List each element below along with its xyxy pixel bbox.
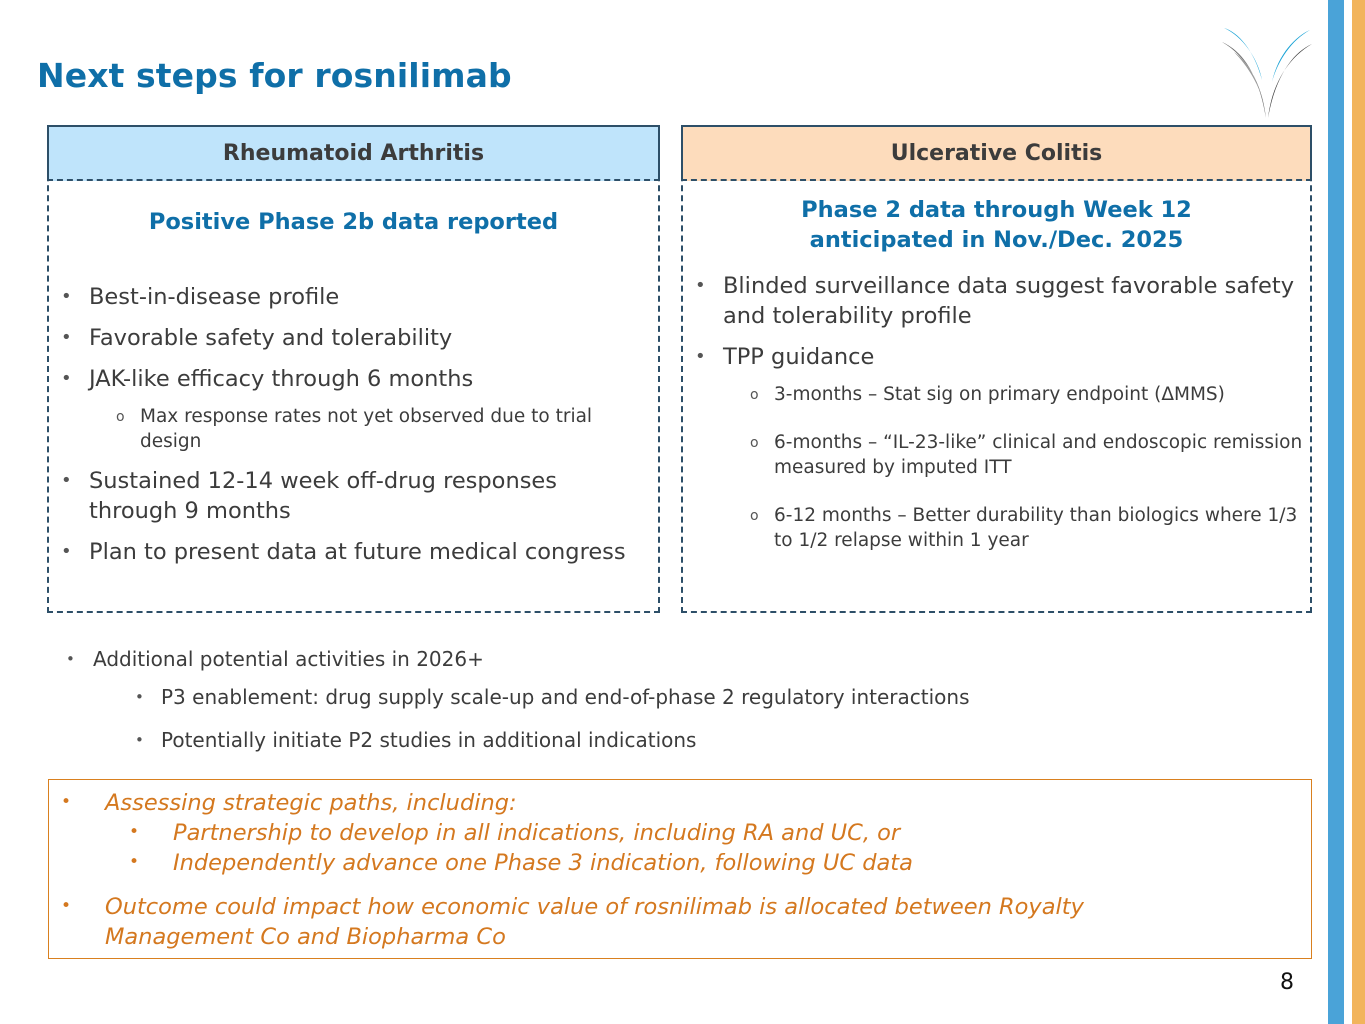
- list-item: • Potentially initiate P2 studies in add…: [135, 728, 697, 752]
- list-item: • Sustained 12-14 week off-drug response…: [61, 468, 557, 524]
- bullet-icon: •: [695, 275, 706, 296]
- ulcerative-colitis-panel: Ulcerative Colitis Phase 2 data through …: [681, 125, 1312, 613]
- page-title: Next steps for rosnilimab: [37, 56, 512, 95]
- bullet-icon: •: [129, 852, 140, 872]
- list-item: • Plan to present data at future medical…: [61, 539, 626, 565]
- list-item: • P3 enablement: drug supply scale-up an…: [135, 685, 970, 709]
- ra-sub-list: o Max response rates not yet observed du…: [89, 404, 646, 454]
- ra-bullet-list: • Best-in-disease profile • Favorable sa…: [61, 282, 646, 578]
- strategic-paths-box: • Assessing strategic paths, including: …: [48, 779, 1312, 959]
- accent-stripe-gap: [1344, 0, 1352, 1024]
- bullet-icon: •: [135, 688, 144, 706]
- ra-panel-header: Rheumatoid Arthritis: [47, 125, 660, 181]
- ra-panel-subtitle: Positive Phase 2b data reported: [148, 209, 559, 235]
- strategy-sub-line: Partnership to develop in all indication…: [173, 820, 901, 846]
- circle-bullet-icon: o: [750, 435, 759, 451]
- bullet-icon: •: [61, 327, 72, 348]
- list-item: • Best-in-disease profile: [61, 284, 340, 310]
- uc-panel-subtitle: Phase 2 data through Week 12 anticipated…: [801, 197, 1192, 253]
- sub-list-item: o 6-12 months – Better durability than b…: [750, 505, 1298, 551]
- bullet-icon: •: [61, 470, 72, 491]
- list-item: • Favorable safety and tolerability: [61, 325, 453, 351]
- strategy-sub-line: Independently advance one Phase 3 indica…: [173, 850, 913, 876]
- rheumatoid-arthritis-panel: Rheumatoid Arthritis Positive Phase 2b d…: [47, 125, 660, 613]
- circle-bullet-icon: o: [750, 508, 759, 524]
- bullet-icon: •: [135, 731, 144, 749]
- strategy-line: Outcome could impact how economic value …: [105, 894, 1084, 950]
- bullet-icon: •: [61, 792, 72, 812]
- sub-list-item: o Max response rates not yet observed du…: [116, 406, 593, 452]
- sub-list-item: o 6-months – “IL-23-like” clinical and e…: [750, 432, 1303, 478]
- bullet-icon: •: [66, 650, 75, 668]
- bullet-icon: •: [61, 368, 72, 389]
- list-item: • Blinded surveillance data suggest favo…: [695, 273, 1295, 329]
- page-number: 8: [1280, 970, 1294, 995]
- uc-sub-list: o 3-months – Stat sig on primary endpoin…: [723, 382, 1305, 553]
- circle-bullet-icon: o: [116, 409, 125, 425]
- strategy-line: Assessing strategic paths, including:: [105, 790, 517, 816]
- list-item: • JAK-like efficacy through 6 months o M…: [61, 364, 646, 454]
- bullet-icon: •: [61, 541, 72, 562]
- accent-stripe-blue: [1328, 0, 1344, 1024]
- circle-bullet-icon: o: [750, 387, 759, 403]
- uc-panel-header: Ulcerative Colitis: [681, 125, 1312, 181]
- bullet-icon: •: [695, 346, 706, 367]
- sub-list-item: o 3-months – Stat sig on primary endpoin…: [723, 382, 1305, 407]
- additional-activities: • Additional potential activities in 202…: [66, 645, 1306, 754]
- list-item: • TPP guidance o 3-months – Stat sig on …: [695, 342, 1305, 553]
- company-logo-icon: [1222, 28, 1312, 118]
- uc-bullet-list: • Blinded surveillance data suggest favo…: [695, 271, 1305, 576]
- accent-stripe-orange: [1352, 0, 1365, 1024]
- bullet-icon: •: [61, 286, 72, 307]
- additional-heading: • Additional potential activities in 202…: [66, 647, 484, 671]
- bullet-icon: •: [61, 896, 72, 916]
- bullet-icon: •: [129, 822, 140, 842]
